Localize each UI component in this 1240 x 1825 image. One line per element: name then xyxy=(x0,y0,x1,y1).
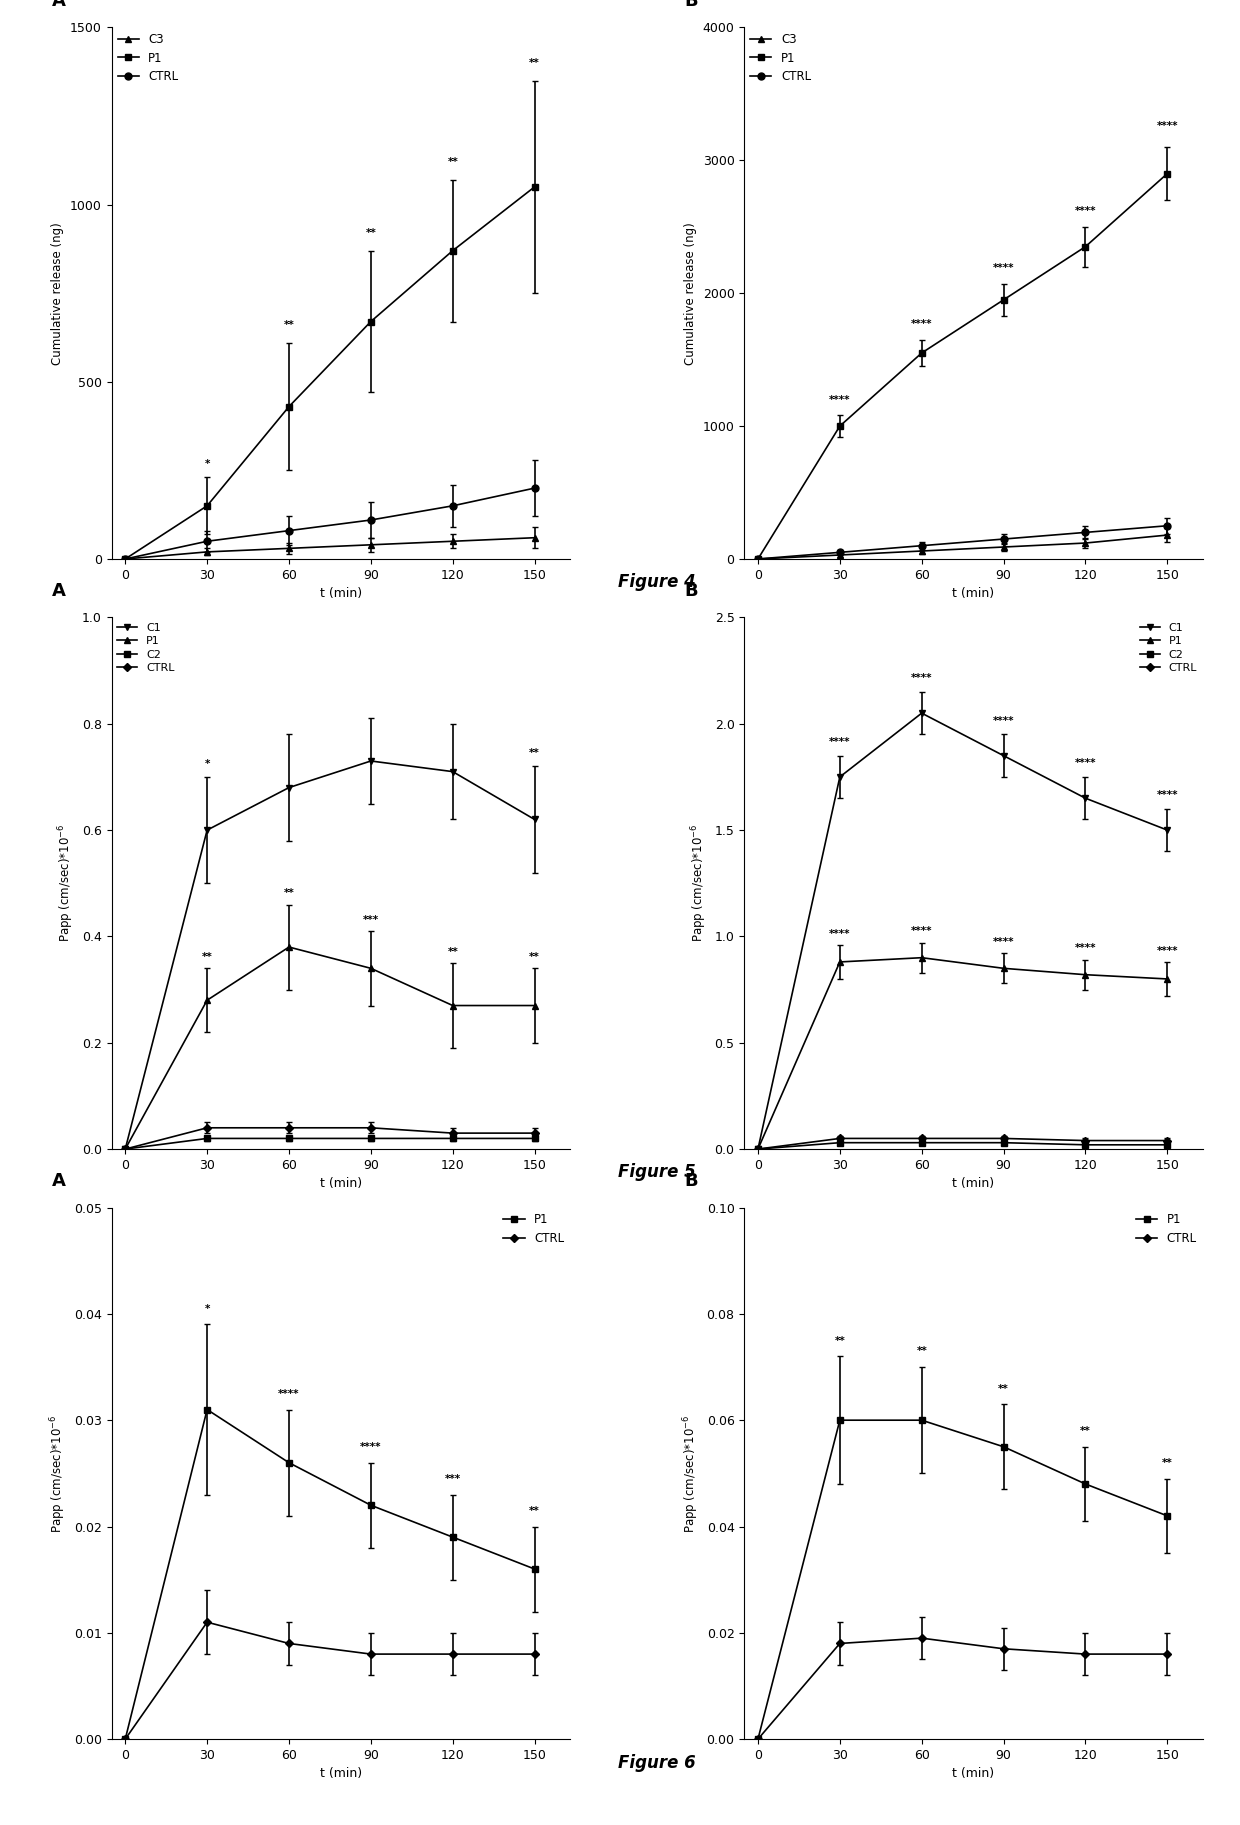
Text: **: ** xyxy=(284,889,294,898)
Text: ****: **** xyxy=(911,319,932,328)
Text: ****: **** xyxy=(278,1389,300,1400)
Text: **: ** xyxy=(835,1336,846,1345)
X-axis label: t (min): t (min) xyxy=(952,588,994,600)
Text: ****: **** xyxy=(830,929,851,938)
Text: **: ** xyxy=(1080,1425,1091,1436)
Y-axis label: Cumulative release (ng): Cumulative release (ng) xyxy=(684,223,697,365)
Text: **: ** xyxy=(1162,1458,1173,1467)
Text: A: A xyxy=(52,0,66,11)
Text: ****: **** xyxy=(1157,790,1178,801)
Legend: P1, CTRL: P1, CTRL xyxy=(1136,1214,1197,1245)
Text: *: * xyxy=(205,458,210,469)
Text: ***: *** xyxy=(445,1475,461,1484)
Text: ****: **** xyxy=(911,673,932,683)
Text: **: ** xyxy=(284,321,294,330)
Text: **: ** xyxy=(529,748,539,759)
Text: A: A xyxy=(52,1172,66,1190)
Text: B: B xyxy=(684,0,698,11)
Text: Figure 6: Figure 6 xyxy=(619,1754,696,1772)
Text: **: ** xyxy=(202,953,212,962)
Text: **: ** xyxy=(366,228,376,239)
Text: ****: **** xyxy=(1157,945,1178,956)
X-axis label: t (min): t (min) xyxy=(320,1177,362,1190)
Text: A: A xyxy=(52,582,66,600)
Text: ****: **** xyxy=(360,1442,382,1453)
Legend: C1, P1, C2, CTRL: C1, P1, C2, CTRL xyxy=(1140,622,1198,673)
Text: ****: **** xyxy=(993,263,1014,274)
Text: *: * xyxy=(205,759,210,768)
Text: ****: **** xyxy=(830,394,851,405)
Y-axis label: Papp (cm/sec)*10$^{-6}$: Papp (cm/sec)*10$^{-6}$ xyxy=(682,1414,701,1533)
Text: **: ** xyxy=(998,1383,1009,1394)
Text: ****: **** xyxy=(1075,206,1096,215)
Y-axis label: Cumulative release (ng): Cumulative release (ng) xyxy=(51,223,64,365)
Text: ****: **** xyxy=(911,927,932,936)
Y-axis label: Papp (cm/sec)*10$^{-6}$: Papp (cm/sec)*10$^{-6}$ xyxy=(689,825,709,942)
X-axis label: t (min): t (min) xyxy=(952,1177,994,1190)
Text: B: B xyxy=(684,1172,698,1190)
Text: **: ** xyxy=(448,947,458,956)
Text: ****: **** xyxy=(1075,944,1096,953)
X-axis label: t (min): t (min) xyxy=(952,1767,994,1781)
X-axis label: t (min): t (min) xyxy=(320,1767,362,1781)
Text: ****: **** xyxy=(993,936,1014,947)
Text: Figure 4: Figure 4 xyxy=(619,573,696,591)
Text: **: ** xyxy=(529,1506,539,1517)
Text: ****: **** xyxy=(1157,120,1178,131)
Y-axis label: Papp (cm/sec)*10$^{-6}$: Papp (cm/sec)*10$^{-6}$ xyxy=(48,1414,68,1533)
Legend: C3, P1, CTRL: C3, P1, CTRL xyxy=(750,33,811,82)
Text: ****: **** xyxy=(1075,759,1096,768)
Text: ****: **** xyxy=(830,737,851,746)
Text: ****: **** xyxy=(993,715,1014,726)
Text: B: B xyxy=(684,582,698,600)
Text: *: * xyxy=(205,1303,210,1314)
Text: **: ** xyxy=(529,58,539,68)
Text: **: ** xyxy=(448,157,458,168)
Text: ***: *** xyxy=(363,914,379,925)
Legend: C3, P1, CTRL: C3, P1, CTRL xyxy=(118,33,179,82)
Text: **: ** xyxy=(916,1347,928,1356)
Text: Figure 5: Figure 5 xyxy=(619,1164,696,1181)
X-axis label: t (min): t (min) xyxy=(320,588,362,600)
Legend: P1, CTRL: P1, CTRL xyxy=(503,1214,564,1245)
Text: **: ** xyxy=(529,953,539,962)
Y-axis label: Papp (cm/sec)*10$^{-6}$: Papp (cm/sec)*10$^{-6}$ xyxy=(57,825,77,942)
Legend: C1, P1, C2, CTRL: C1, P1, C2, CTRL xyxy=(117,622,175,673)
